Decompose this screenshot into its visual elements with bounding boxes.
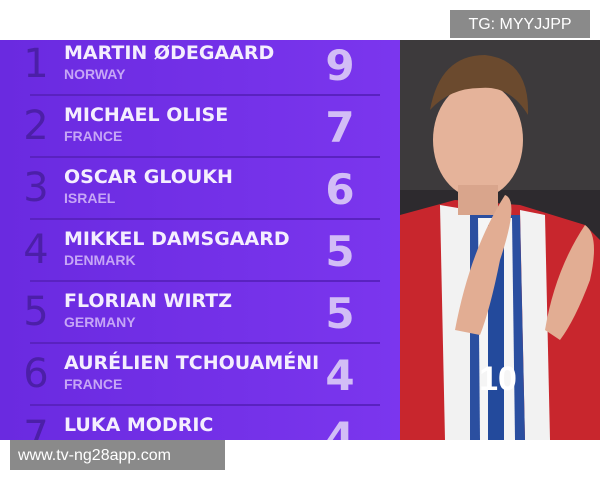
footer-box [10, 440, 225, 470]
watermark-box [450, 10, 590, 38]
goal-count: 9 [325, 41, 354, 90]
footer-url: www.tv-ng28app.com [17, 447, 171, 464]
player-name: MARTIN ØDEGAARD [64, 42, 274, 64]
rank: 4 [23, 227, 48, 273]
goal-count: 5 [325, 227, 354, 276]
ranking-panel [0, 40, 400, 440]
watermark: TG: MYYJJPP [468, 16, 571, 33]
goal-count: 4 [325, 413, 354, 462]
goal-count: 5 [325, 289, 354, 338]
rank: 1 [23, 41, 48, 87]
player-name: OSCAR GLOUKH [64, 166, 233, 188]
goal-count: 7 [325, 103, 354, 152]
player-photo: 10 [400, 40, 600, 440]
player-name: AURÉLIEN TCHOUAMÉNI [64, 351, 319, 374]
rank: 6 [23, 351, 48, 397]
country: GERMANY [64, 314, 136, 330]
country: ISRAEL [64, 190, 116, 206]
ranking-list: 1 MARTIN ØDEGAARD NORWAY 9 2 MICHAEL OLISE FRA… [23, 41, 380, 462]
rank: 3 [23, 165, 48, 211]
goal-count: 4 [325, 351, 354, 400]
svg-text:10: 10 [479, 360, 517, 398]
goal-count: 6 [325, 165, 354, 214]
rank: 7 [23, 413, 48, 459]
player-name: LUKA MODRIC [64, 414, 213, 436]
rank: 5 [23, 289, 48, 335]
country: NORWAY [64, 66, 126, 82]
rank: 2 [23, 103, 48, 149]
country: FRANCE [64, 376, 122, 392]
country: DENMARK [64, 252, 136, 268]
country: FRANCE [64, 128, 122, 144]
player-name: MIKKEL DAMSGAARD [64, 228, 290, 250]
player-name: MICHAEL OLISE [64, 104, 228, 126]
player-name: FLORIAN WIRTZ [64, 290, 232, 312]
